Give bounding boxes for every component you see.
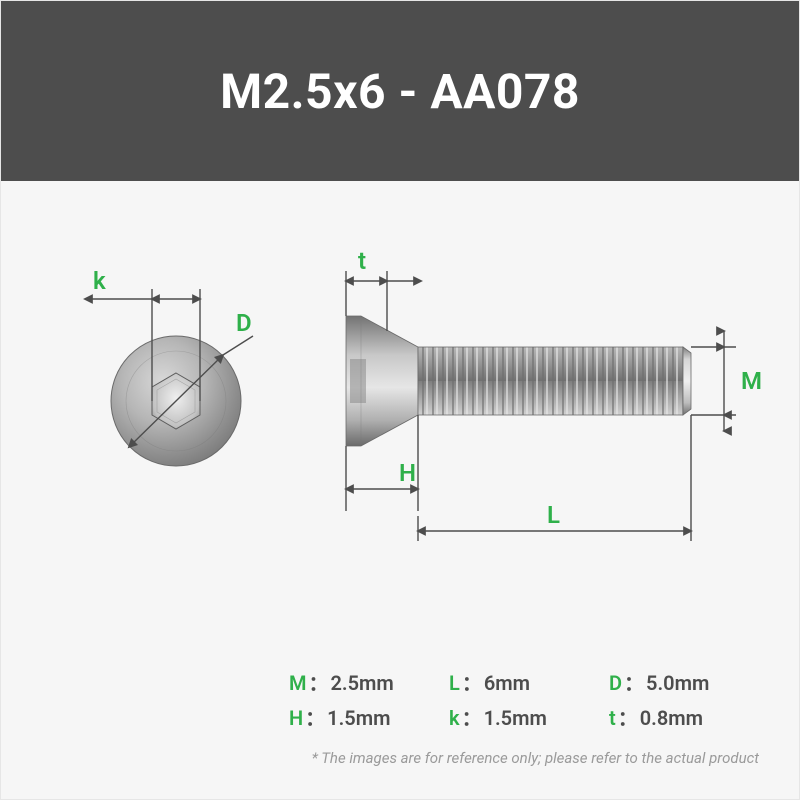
side-view: t H L M [346,247,762,541]
disclaimer-text: * The images are for reference only; ple… [312,749,759,767]
spec-L: L：6mm [449,667,599,696]
spec-value: 2.5mm [331,671,394,695]
spec-label: M [289,671,307,695]
spec-M: M：2.5mm [289,667,439,696]
dim-label-D: D [236,309,252,337]
spec-label: k [449,706,460,730]
spec-value: 0.8mm [640,706,703,730]
spec-t: t：0.8mm [609,702,759,731]
dim-label-L: L [547,501,560,529]
spec-k: k：1.5mm [449,702,599,731]
spec-label: H [289,706,303,730]
front-view: k D [85,267,253,466]
spec-value: 1.5mm [327,706,390,730]
spec-label: D [609,671,622,695]
spec-value: 5.0mm [646,671,709,695]
dimension-diagram: k D t H [1,181,800,651]
spec-H: H：1.5mm [289,702,439,731]
spec-label: t [609,706,616,730]
spec-value: 1.5mm [484,706,547,730]
spec-value: 6mm [484,671,530,695]
spec-label: L [449,671,460,695]
spec-table: M：2.5mm L：6mm D：5.0mm H：1.5mm k：1.5mm t：… [289,667,759,731]
diagram-area: k D t H [1,181,799,651]
header-bar: M2.5x6 - AA078 [1,1,799,181]
dim-label-M: M [741,367,762,395]
dim-label-t: t [358,247,366,275]
dim-label-k: k [93,267,106,295]
spec-D: D：5.0mm [609,667,759,696]
product-title: M2.5x6 - AA078 [220,63,580,120]
dim-label-H: H [399,459,416,487]
